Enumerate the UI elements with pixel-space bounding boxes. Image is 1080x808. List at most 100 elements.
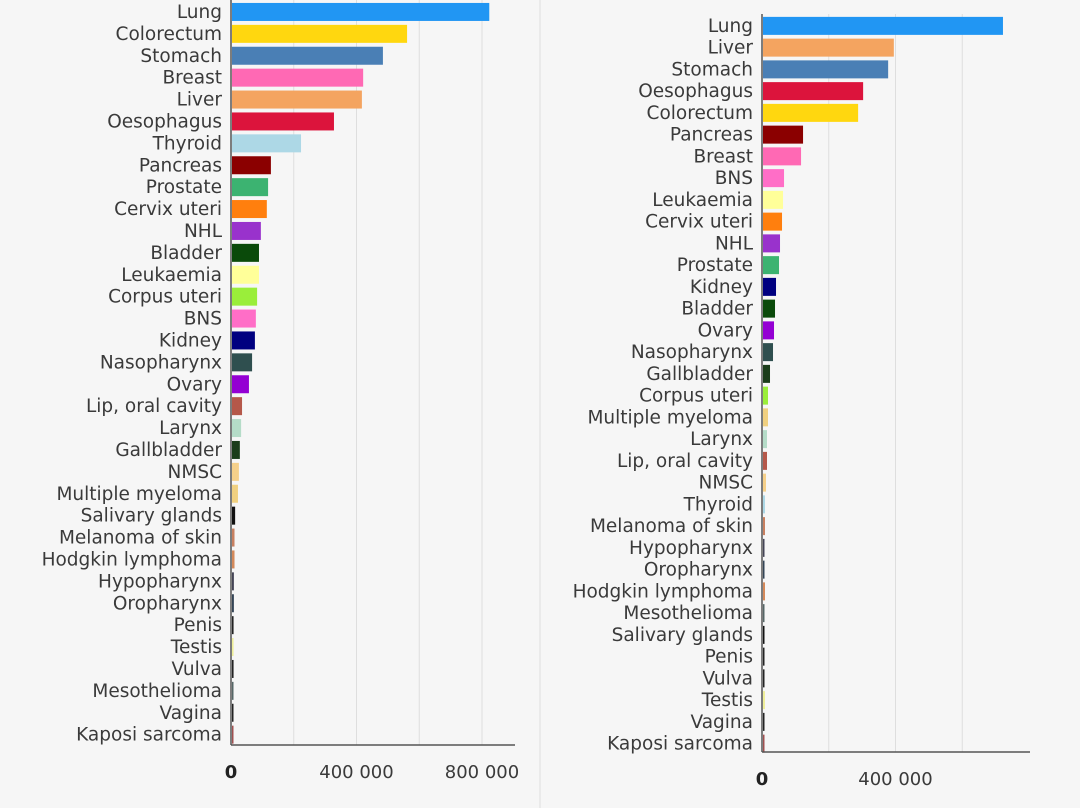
bar: [232, 440, 240, 459]
category-label: Oesophagus: [107, 111, 222, 132]
bar: [763, 560, 765, 579]
bar: [232, 265, 259, 284]
category-label: Thyroid: [683, 494, 753, 515]
bar: [763, 734, 765, 753]
bar: [763, 430, 768, 449]
bar: [232, 528, 235, 547]
category-label: Multiple myeloma: [587, 407, 753, 428]
bar: [763, 190, 784, 209]
bar: [232, 178, 269, 197]
bar: [232, 200, 267, 219]
category-label: Stomach: [140, 46, 222, 67]
category-label: BNS: [715, 168, 753, 189]
category-label: Colorectum: [647, 103, 753, 124]
bar: [763, 408, 769, 427]
category-label: Vagina: [159, 703, 222, 724]
bar: [232, 112, 334, 131]
bar: [763, 16, 1003, 35]
x-tick-label: 400 000: [319, 762, 393, 783]
bar: [763, 364, 771, 383]
bar: [232, 243, 259, 262]
category-label: Prostate: [146, 177, 222, 198]
bar: [763, 103, 859, 122]
category-label: Testis: [170, 637, 222, 658]
bar: [232, 309, 256, 328]
category-label: Oesophagus: [638, 81, 753, 102]
bar: [763, 256, 780, 275]
bar: [763, 582, 766, 601]
bar: [232, 331, 255, 350]
category-label: Salivary glands: [612, 625, 753, 646]
bar: [763, 343, 774, 362]
bar: [232, 484, 238, 503]
category-label: Prostate: [677, 255, 753, 276]
bar: [763, 691, 766, 710]
category-label: Oropharynx: [644, 560, 753, 581]
bar: [232, 46, 383, 65]
category-label: Lung: [177, 2, 222, 23]
category-label: Gallbladder: [646, 364, 753, 385]
bar: [232, 156, 271, 175]
bar: [232, 681, 234, 700]
category-label: Colorectum: [116, 24, 222, 45]
x-tick-label: 400 000: [858, 769, 932, 790]
category-label: Larynx: [159, 418, 222, 439]
category-label: Hypopharynx: [629, 538, 753, 559]
bar: [763, 712, 765, 731]
bar: [763, 517, 766, 536]
category-label: Nasopharynx: [100, 352, 222, 373]
category-label: Lip, oral cavity: [617, 451, 753, 472]
category-label: Breast: [162, 68, 222, 89]
category-label: Cervix uteri: [114, 199, 222, 220]
bar: [232, 594, 234, 613]
category-label: NMSC: [168, 462, 222, 483]
category-label: Liver: [708, 38, 754, 59]
bar: [763, 386, 769, 405]
bar: [232, 725, 234, 744]
bar: [763, 451, 768, 470]
bar: [763, 495, 766, 514]
category-label: Corpus uteri: [639, 386, 753, 407]
bar: [763, 604, 765, 623]
bar: [763, 147, 802, 166]
bar: [232, 24, 408, 43]
bar: [763, 38, 894, 57]
x-tick-label: 0: [225, 762, 238, 783]
category-label: Hodgkin lymphoma: [42, 549, 222, 570]
category-label: BNS: [184, 309, 222, 330]
bar: [232, 68, 364, 87]
category-label: Vulva: [702, 668, 753, 689]
category-label: Kaposi sarcoma: [607, 734, 753, 755]
bar: [232, 90, 362, 109]
category-label: Pancreas: [139, 155, 222, 176]
category-label: Bladder: [681, 299, 753, 320]
bar: [763, 299, 776, 318]
bar: [763, 169, 785, 188]
category-label: Kidney: [159, 330, 222, 351]
bar: [763, 625, 765, 644]
category-label: Mesothelioma: [623, 603, 753, 624]
bar: [232, 616, 234, 635]
bar: [232, 462, 239, 481]
category-label: Lip, oral cavity: [86, 396, 222, 417]
category-label: Oropharynx: [113, 593, 222, 614]
category-label: Penis: [705, 647, 753, 668]
category-label: Kaposi sarcoma: [76, 725, 222, 746]
category-label: Melanoma of skin: [590, 516, 753, 537]
category-label: NHL: [715, 233, 754, 254]
bar: [232, 221, 261, 240]
chart-panel-2: LungLiverStomachOesophagusColorectumPanc…: [573, 14, 1030, 790]
bar: [232, 659, 234, 678]
category-label: Penis: [174, 615, 222, 636]
category-label: Breast: [693, 146, 753, 167]
bar: [232, 506, 236, 525]
category-label: NHL: [184, 221, 223, 242]
bar: [232, 638, 234, 657]
category-label: Larynx: [690, 429, 753, 450]
category-label: Kidney: [690, 277, 753, 298]
bar: [232, 572, 234, 591]
category-label: Pancreas: [670, 125, 753, 146]
category-label: Hypopharynx: [98, 571, 222, 592]
bar: [763, 82, 864, 101]
